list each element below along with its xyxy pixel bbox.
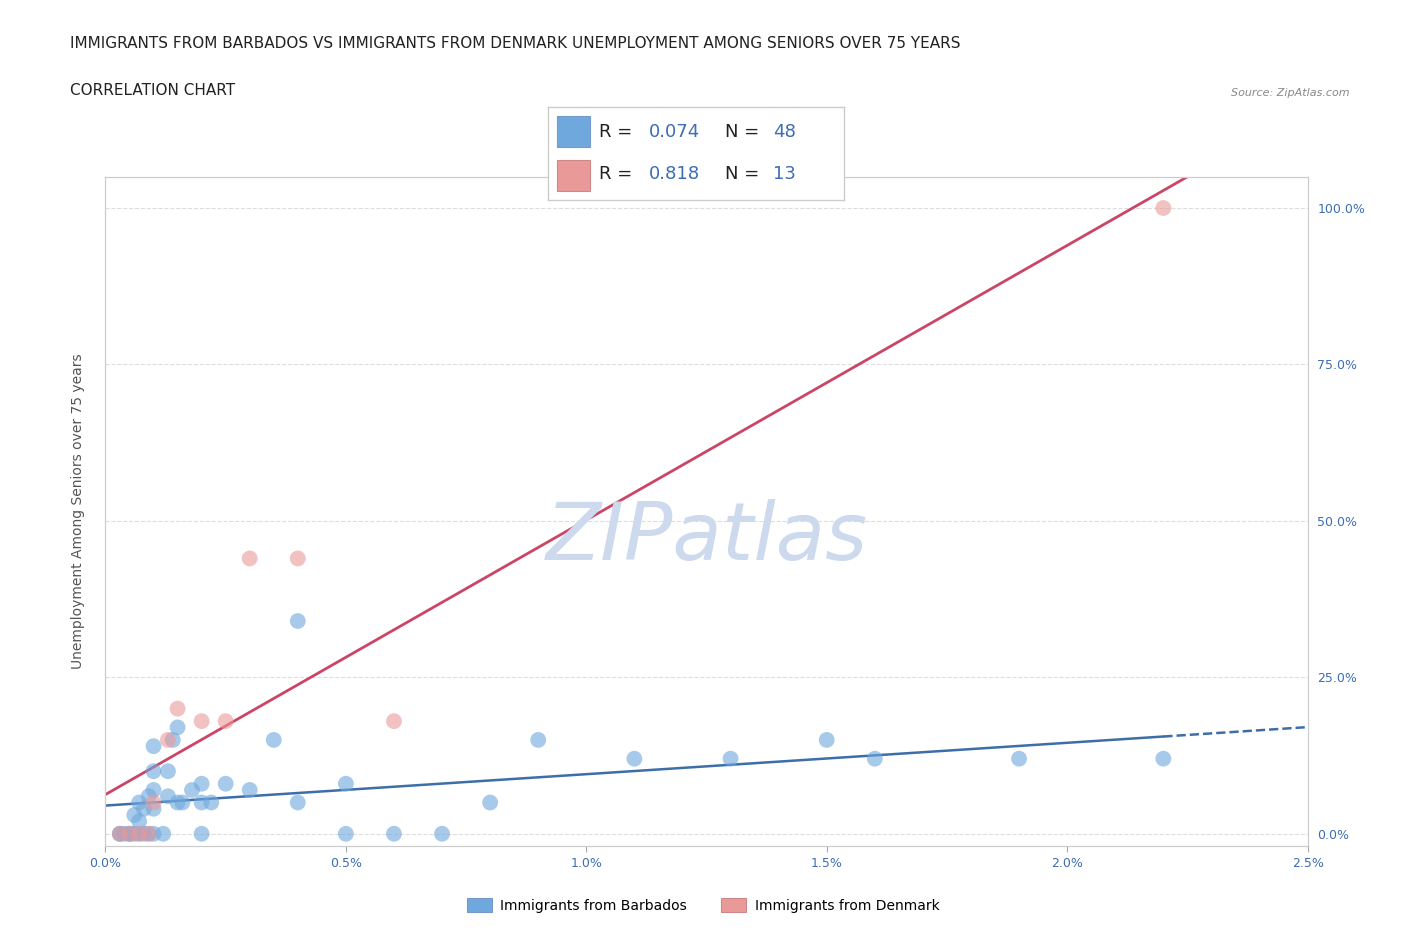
Point bbox=[815, 733, 838, 748]
Point bbox=[142, 738, 165, 753]
Point bbox=[263, 733, 285, 748]
Point bbox=[142, 802, 165, 817]
Bar bbox=[557, 160, 589, 191]
Point bbox=[335, 827, 357, 842]
Point bbox=[128, 827, 150, 842]
Text: ZIPatlas: ZIPatlas bbox=[546, 499, 868, 578]
Point bbox=[214, 777, 236, 791]
Point bbox=[172, 795, 194, 810]
Point bbox=[181, 782, 204, 797]
Point bbox=[335, 777, 357, 791]
Text: R =: R = bbox=[599, 123, 631, 141]
Point bbox=[623, 751, 645, 766]
Point bbox=[108, 827, 131, 842]
Point bbox=[190, 713, 212, 728]
Point bbox=[1152, 201, 1174, 216]
Text: 48: 48 bbox=[773, 123, 796, 141]
Point bbox=[132, 827, 155, 842]
Text: R =: R = bbox=[599, 165, 631, 183]
Point bbox=[190, 795, 212, 810]
Point bbox=[108, 827, 131, 842]
Point bbox=[142, 764, 165, 778]
Legend: Immigrants from Barbados, Immigrants from Denmark: Immigrants from Barbados, Immigrants fro… bbox=[461, 893, 945, 919]
Point bbox=[128, 827, 150, 842]
Point bbox=[132, 802, 155, 817]
Point bbox=[162, 733, 184, 748]
Point bbox=[156, 733, 179, 748]
Point bbox=[1152, 751, 1174, 766]
Text: 0.818: 0.818 bbox=[648, 165, 700, 183]
Point bbox=[382, 713, 405, 728]
Point bbox=[214, 713, 236, 728]
Point bbox=[287, 614, 309, 629]
Point bbox=[287, 795, 309, 810]
Point bbox=[166, 701, 188, 716]
Point bbox=[156, 789, 179, 804]
Point bbox=[152, 827, 174, 842]
Point bbox=[166, 795, 188, 810]
Point bbox=[124, 827, 146, 842]
Y-axis label: Unemployment Among Seniors over 75 years: Unemployment Among Seniors over 75 years bbox=[70, 353, 84, 670]
Point bbox=[124, 807, 146, 822]
Text: N =: N = bbox=[725, 165, 759, 183]
Point bbox=[138, 827, 160, 842]
Point bbox=[190, 777, 212, 791]
Point bbox=[239, 551, 262, 565]
Point bbox=[118, 827, 141, 842]
Point bbox=[239, 782, 262, 797]
Point bbox=[118, 827, 141, 842]
Text: 13: 13 bbox=[773, 165, 796, 183]
Point bbox=[1008, 751, 1031, 766]
Point bbox=[128, 795, 150, 810]
Text: Source: ZipAtlas.com: Source: ZipAtlas.com bbox=[1232, 87, 1350, 98]
Point bbox=[430, 827, 453, 842]
Text: N =: N = bbox=[725, 123, 759, 141]
Point bbox=[166, 720, 188, 735]
Point bbox=[118, 827, 141, 842]
Point bbox=[156, 764, 179, 778]
Point bbox=[114, 827, 136, 842]
Point bbox=[190, 827, 212, 842]
Point bbox=[287, 551, 309, 565]
Text: IMMIGRANTS FROM BARBADOS VS IMMIGRANTS FROM DENMARK UNEMPLOYMENT AMONG SENIORS O: IMMIGRANTS FROM BARBADOS VS IMMIGRANTS F… bbox=[70, 36, 960, 51]
Point bbox=[142, 795, 165, 810]
Point bbox=[142, 827, 165, 842]
Point bbox=[142, 782, 165, 797]
Point bbox=[108, 827, 131, 842]
Text: CORRELATION CHART: CORRELATION CHART bbox=[70, 83, 235, 98]
Point bbox=[138, 827, 160, 842]
Point bbox=[479, 795, 502, 810]
Point bbox=[863, 751, 886, 766]
Point bbox=[527, 733, 550, 748]
Text: 0.074: 0.074 bbox=[648, 123, 700, 141]
Point bbox=[128, 814, 150, 829]
Point bbox=[720, 751, 742, 766]
Bar bbox=[557, 116, 589, 147]
Point bbox=[382, 827, 405, 842]
Point bbox=[200, 795, 222, 810]
Point bbox=[138, 789, 160, 804]
